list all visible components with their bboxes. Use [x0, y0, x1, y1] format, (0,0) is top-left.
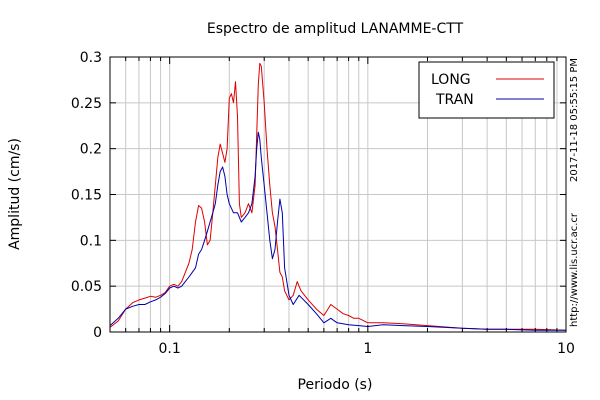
y-tick-label: 0 [93, 325, 102, 341]
legend: LONG TRAN [418, 61, 555, 119]
x-tick-label: 1 [363, 341, 372, 357]
series-line-tran [109, 131, 566, 331]
y-tick-label: 0.2 [80, 142, 102, 158]
legend-label-tran: TRAN [435, 92, 474, 108]
ticks: 0 0.05 0.1 0.15 0.2 0.25 0.3 0.1 1 10 [71, 50, 575, 357]
series-line-long [109, 62, 567, 331]
x-axis-label: Periodo (s) [298, 377, 373, 393]
source-url-label: http://www.lis.ucr.ac.cr [569, 212, 580, 327]
legend-label-long: LONG [431, 72, 471, 88]
y-axis-label: Amplitud (cm/s) [7, 138, 23, 250]
y-tick-label: 0.3 [80, 50, 102, 66]
y-tick-label: 0.1 [80, 233, 102, 249]
x-tick-label: 10 [557, 341, 575, 357]
y-tick-label: 0.25 [71, 96, 102, 112]
legend-box [418, 61, 555, 119]
series-layer [109, 62, 567, 331]
y-tick-label: 0.15 [71, 188, 102, 204]
grid [109, 56, 567, 333]
y-tick-label: 0.05 [71, 279, 102, 295]
chart-title: Espectro de amplitud LANAMME-CTT [207, 21, 464, 37]
timestamp-label: 2017-11-18 05:55:15 PM [569, 58, 580, 182]
x-tick-label: 0.1 [159, 341, 181, 357]
